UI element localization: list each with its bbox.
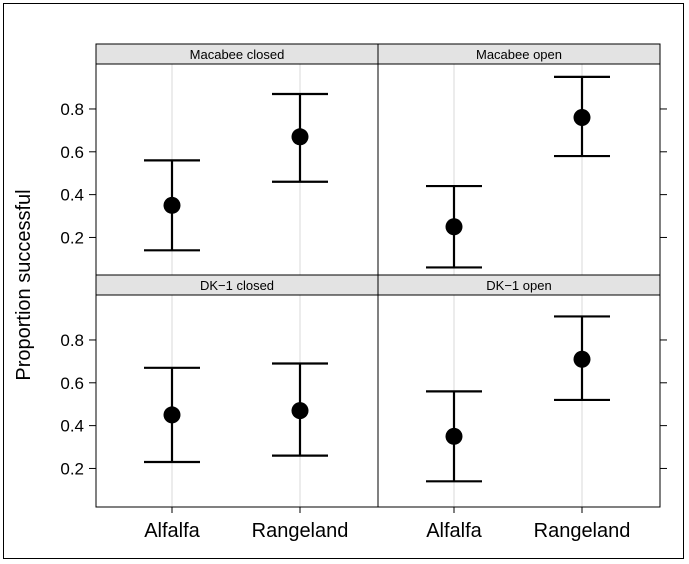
panel-title: DK−1 closed bbox=[200, 278, 274, 293]
data-point bbox=[445, 218, 463, 236]
x-category-label: Alfalfa bbox=[426, 520, 482, 542]
panel-title: Macabee open bbox=[476, 47, 562, 62]
data-point bbox=[573, 109, 591, 127]
y-tick-label: 0.2 bbox=[60, 459, 84, 478]
data-point bbox=[573, 350, 591, 368]
x-category-label: Rangeland bbox=[252, 520, 349, 542]
x-category-label: Rangeland bbox=[534, 520, 631, 542]
y-tick-label: 0.4 bbox=[60, 417, 84, 436]
data-point bbox=[445, 427, 463, 445]
panel-border bbox=[377, 294, 661, 508]
panel-border bbox=[95, 63, 379, 277]
data-point bbox=[163, 196, 181, 214]
figure-frame bbox=[3, 3, 684, 559]
y-tick-label: 0.8 bbox=[60, 331, 84, 350]
y-tick-label: 0.4 bbox=[60, 186, 84, 205]
y-tick-label: 0.8 bbox=[60, 100, 84, 119]
data-point bbox=[291, 128, 309, 146]
data-point bbox=[291, 402, 309, 420]
panel-border bbox=[377, 63, 661, 277]
y-axis-label: Proportion successful bbox=[13, 189, 35, 380]
panel-title: DK−1 open bbox=[486, 278, 551, 293]
y-tick-label: 0.6 bbox=[60, 374, 84, 393]
panel-border bbox=[95, 294, 379, 508]
x-category-label: Alfalfa bbox=[144, 520, 200, 542]
panel-strip bbox=[377, 274, 661, 296]
y-tick-label: 0.2 bbox=[60, 228, 84, 247]
y-tick-label: 0.6 bbox=[60, 143, 84, 162]
panel-strip bbox=[377, 43, 661, 65]
data-point bbox=[163, 406, 181, 424]
panel-title: Macabee closed bbox=[190, 47, 285, 62]
